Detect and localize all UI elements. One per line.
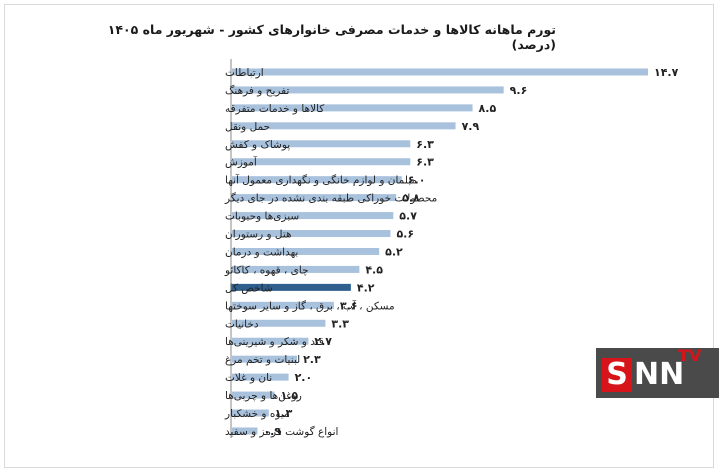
category-label: نان و غلات — [225, 372, 272, 384]
bar — [232, 301, 334, 309]
category-label: چای ، قهوه ، کاکائو — [224, 264, 309, 276]
category-label: کالاها و خدمات متفرقه — [225, 103, 324, 115]
bar — [232, 337, 309, 345]
value-label: ۵.۶ — [396, 228, 414, 241]
value-label: ۴.۲ — [357, 281, 375, 294]
logo-s: S — [602, 358, 632, 392]
value-label: ۵.۸ — [402, 192, 420, 205]
bar — [232, 265, 360, 273]
category-label: آموزش — [225, 156, 258, 169]
bar — [232, 194, 397, 202]
bar — [232, 230, 391, 238]
bar — [232, 140, 411, 148]
category-label: حمل ونقل — [225, 121, 270, 133]
bar — [232, 247, 380, 255]
category-label: شاخص کل — [225, 282, 273, 294]
value-label: ۲.۰ — [295, 371, 313, 384]
category-label: لبنیات و تخم مرغ — [225, 354, 300, 366]
category-label: قند و شکر و شیرینی‌ها — [225, 336, 324, 348]
value-label: ۴.۵ — [365, 263, 383, 276]
category-label: مسکن ، آب ، برق ، گاز و سایر سوختها — [225, 299, 395, 312]
value-label: ۶.۳ — [416, 156, 434, 169]
bar — [232, 122, 456, 130]
category-label: بهداشت و درمان — [225, 246, 298, 258]
bar — [232, 104, 473, 112]
value-label: ۱.۵ — [280, 389, 298, 402]
bar — [232, 427, 258, 435]
bar — [232, 355, 298, 363]
category-label: مبلمان و لوازم خانگی و نگهداری معمول آنه… — [225, 174, 417, 187]
value-label: ۹.۶ — [510, 84, 528, 97]
chart-title: تورم ماهانه کالاها و خدمات مصرفی خانواره… — [107, 22, 556, 52]
category-label: میوه و خشکبار — [224, 408, 290, 420]
value-label: ۲.۷ — [314, 335, 332, 348]
snn-tv-logo: S NN TV — [596, 348, 719, 398]
bar — [232, 409, 269, 417]
bar — [232, 319, 326, 327]
bar — [232, 176, 402, 184]
category-label: پوشاک و کفش — [225, 139, 290, 151]
category-label: انواع گوشت قرمز و سفید — [225, 425, 338, 438]
bar — [232, 158, 411, 166]
value-label: ۶.۳ — [416, 138, 434, 151]
category-label: دخانیات — [225, 318, 259, 330]
value-label: ۱۴.۷ — [654, 66, 679, 79]
value-label: ۰.۹ — [263, 425, 281, 438]
bar — [232, 212, 394, 220]
bar — [232, 86, 504, 94]
value-label: ۶.۰ — [408, 174, 426, 187]
value-label: ۵.۷ — [399, 210, 417, 223]
category-label: ارتباطات — [225, 67, 264, 79]
value-label: ۳.۳ — [331, 317, 349, 330]
value-label: ۳.۶ — [340, 299, 358, 312]
bar — [232, 283, 351, 291]
value-label: ۱.۳ — [275, 407, 293, 420]
chart-frame — [4, 4, 714, 468]
bar — [232, 391, 275, 399]
value-label: ۵.۲ — [385, 245, 403, 258]
category-label: تفریح و فرهنگ — [225, 84, 289, 97]
category-label: سبزی‌ها وحبوبات — [225, 211, 299, 223]
logo-tv: TV — [678, 346, 702, 365]
category-label: روغن‌ها و چربی‌ها — [225, 390, 302, 402]
logo-nn: NN — [634, 357, 685, 392]
value-label: ۸.۵ — [479, 102, 497, 115]
value-label: ۷.۹ — [462, 120, 480, 133]
bar — [232, 68, 649, 76]
category-label: محصولات خوراکی طبقه بندی نشده در جای دیگ… — [224, 192, 437, 205]
value-label: ۲.۳ — [303, 353, 321, 366]
bar — [232, 373, 289, 381]
category-label: هتل و رستوران — [225, 229, 292, 241]
